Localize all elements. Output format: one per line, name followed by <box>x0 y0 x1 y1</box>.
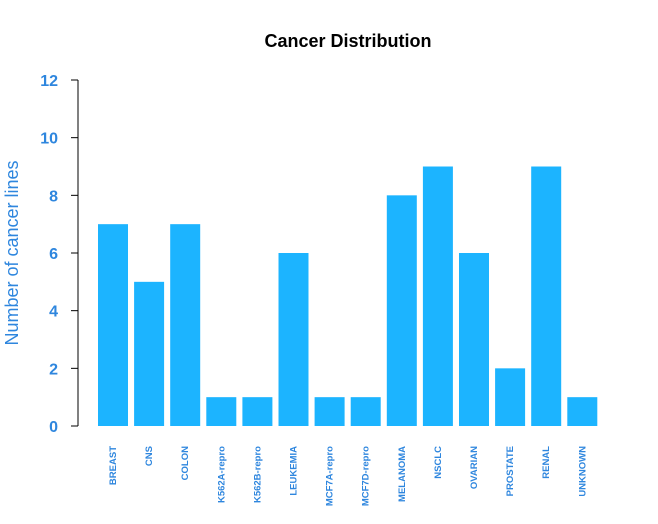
y-axis-label: Number of cancer lines <box>2 160 22 345</box>
bar-unknown <box>567 397 598 426</box>
bar-k562b-repro <box>242 397 273 426</box>
bar-mcf7d-repro <box>350 397 381 426</box>
x-tick-label: K562A-repro <box>216 446 227 503</box>
chart-title: Cancer Distribution <box>264 31 431 51</box>
bar-leukemia <box>278 253 309 426</box>
x-tick-label: MCF7D-repro <box>361 446 372 506</box>
y-tick-label: 10 <box>40 131 58 148</box>
bar-prostate <box>495 368 526 426</box>
x-tick-label: RENAL <box>541 446 552 479</box>
x-tick-label: LEUKEMIA <box>289 446 300 496</box>
x-tick-label: MELANOMA <box>397 446 408 502</box>
bar-nsclc <box>422 166 453 426</box>
y-tick-label: 4 <box>49 304 58 321</box>
x-tick-label: MCF7A-repro <box>325 446 336 506</box>
bar-breast <box>98 224 128 426</box>
bar-cns <box>134 281 165 426</box>
x-tick-label: BREAST <box>108 446 119 485</box>
bar-k562a-repro <box>206 397 237 426</box>
bar-ovarian <box>459 253 489 426</box>
x-axis-tick-labels: BREAST CNS COLON K562A-repro K562B-repro LEUK… <box>108 446 588 506</box>
y-axis-ticks: 0 2 4 6 8 10 12 <box>40 73 78 436</box>
y-tick-label: 12 <box>40 73 58 90</box>
bars <box>98 166 598 426</box>
bar-mcf7a-repro <box>314 397 345 426</box>
x-tick-label: K562B-repro <box>252 446 263 503</box>
y-tick-label: 2 <box>49 361 58 378</box>
x-tick-label: CNS <box>144 446 155 466</box>
y-tick-label: 0 <box>49 419 58 436</box>
x-tick-label: NSCLC <box>433 446 444 479</box>
y-tick-label: 6 <box>49 246 58 263</box>
bar-melanoma <box>386 195 417 426</box>
x-tick-label: UNKNOWN <box>577 446 588 497</box>
x-tick-label: COLON <box>180 446 191 480</box>
bar-renal <box>531 166 562 426</box>
bar-colon <box>170 224 201 426</box>
y-tick-label: 8 <box>49 188 58 205</box>
x-tick-label: OVARIAN <box>469 446 480 489</box>
x-tick-label: PROSTATE <box>505 446 516 496</box>
